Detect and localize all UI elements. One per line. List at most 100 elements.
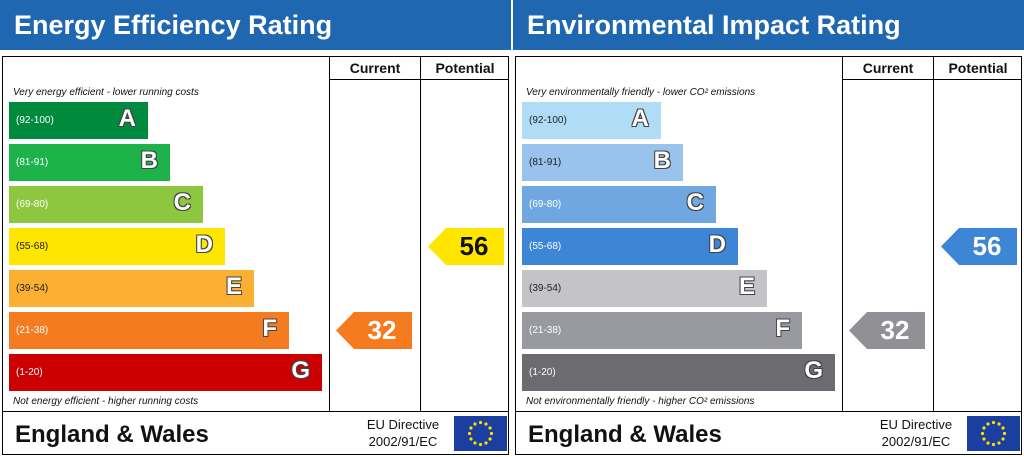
- band-letter-label: F: [262, 315, 277, 342]
- eu-flag-icon: [967, 416, 1020, 451]
- band-range-label: (55-68): [16, 241, 49, 252]
- rating-band-b: (81-91) B: [522, 144, 683, 181]
- arrow-fill: [428, 228, 504, 265]
- rating-band-e: (39-54) E: [9, 270, 254, 307]
- flag-star: [488, 437, 492, 441]
- flag-star: [997, 441, 1001, 445]
- flag-star: [986, 422, 990, 426]
- band-letter-label: E: [738, 273, 755, 300]
- eu-directive: EU Directive 2002/91/EC: [355, 416, 451, 450]
- band-range-label: (92-100): [529, 115, 567, 126]
- top-note: Very environmentally friendly - lower CO…: [526, 87, 756, 98]
- flag-star: [982, 437, 986, 441]
- flag-star: [467, 431, 472, 436]
- rating-band-d: (55-68) D: [9, 228, 225, 265]
- arrow-fill: [849, 312, 925, 349]
- current-rating-arrow: 32: [336, 312, 412, 349]
- footer: England & Wales EU Directive 2002/91/EC: [515, 412, 1022, 455]
- flag-star: [469, 426, 473, 430]
- potential-rating-arrow: 56: [428, 228, 504, 265]
- rating-table: Current Potential Very environmentally f…: [515, 56, 1022, 412]
- eu-directive: EU Directive 2002/91/EC: [868, 416, 964, 450]
- band-letter-label: E: [225, 273, 242, 300]
- current-column-header: Current: [862, 60, 914, 76]
- eu-flag-icon: [454, 416, 507, 451]
- potential-column-header: Potential: [435, 60, 495, 76]
- environmental-impact-panel: Environmental Impact Rating Current Pote…: [513, 0, 1024, 457]
- flag-star: [1001, 437, 1005, 441]
- directive-line-1: EU Directive: [879, 417, 953, 432]
- energy-efficiency-panel: Energy Efficiency Rating Current Potenti…: [0, 0, 511, 457]
- rating-value: 32: [367, 315, 397, 345]
- flag-star: [1001, 426, 1005, 430]
- band-letter-label: D: [708, 231, 726, 258]
- arrow-shape: [941, 228, 1017, 265]
- arrow-shape: [849, 312, 925, 349]
- band-letter-label: C: [173, 189, 191, 216]
- rating-band-e: (39-54) E: [522, 270, 767, 307]
- flag-star: [484, 441, 488, 445]
- flag-star: [489, 431, 494, 436]
- band-range-label: (21-38): [529, 325, 562, 336]
- flag-star: [980, 431, 985, 436]
- potential-rating-arrow: 56: [941, 228, 1017, 265]
- current-rating-arrow: 32: [849, 312, 925, 349]
- panel-title: Environmental Impact Rating: [513, 0, 1024, 50]
- panel-title: Energy Efficiency Rating: [0, 0, 511, 50]
- band-range-label: (81-91): [16, 157, 49, 168]
- flag-star: [469, 437, 473, 441]
- flag-star: [991, 442, 996, 447]
- rating-band-f: (21-38) F: [9, 312, 289, 349]
- band-letter-label: G: [804, 357, 823, 384]
- flag-star: [473, 422, 477, 426]
- arrow-shape: [428, 228, 504, 265]
- arrow-fill: [336, 312, 412, 349]
- footer-region: England & Wales: [528, 421, 722, 448]
- header-divider: [329, 79, 509, 80]
- band-letter-label: A: [631, 105, 649, 132]
- flag-star: [478, 420, 483, 425]
- column-divider: [329, 57, 330, 411]
- flag-star: [488, 426, 492, 430]
- rating-value: 56: [972, 231, 1002, 261]
- potential-column-header: Potential: [948, 60, 1008, 76]
- column-divider: [420, 57, 421, 411]
- flag-star: [986, 441, 990, 445]
- band-letter-label: G: [291, 357, 310, 384]
- band-range-label: (39-54): [529, 283, 562, 294]
- band-letter-label: B: [653, 147, 671, 174]
- bottom-note: Not energy efficient - higher running co…: [13, 396, 199, 407]
- rating-band-f: (21-38) F: [522, 312, 802, 349]
- flag-star: [1002, 431, 1007, 436]
- rating-band-b: (81-91) B: [9, 144, 170, 181]
- top-note: Very energy efficient - lower running co…: [13, 87, 199, 98]
- footer: England & Wales EU Directive 2002/91/EC: [2, 412, 509, 455]
- band-range-label: (55-68): [529, 241, 562, 252]
- flag-star: [982, 426, 986, 430]
- directive-line-2: 2002/91/EC: [881, 434, 951, 449]
- arrow-shape: [336, 312, 412, 349]
- band-letter-label: A: [118, 105, 136, 132]
- band-range-label: (1-20): [16, 367, 43, 378]
- rating-band-c: (69-80) C: [522, 186, 716, 223]
- band-range-label: (69-80): [529, 199, 562, 210]
- band-range-label: (21-38): [16, 325, 49, 336]
- band-letter-label: B: [140, 147, 158, 174]
- rating-band-a: (92-100) A: [522, 102, 661, 139]
- footer-region: England & Wales: [15, 421, 209, 448]
- rating-band-a: (92-100) A: [9, 102, 148, 139]
- rating-value: 32: [880, 315, 910, 345]
- column-divider: [842, 57, 843, 411]
- flag-star: [473, 441, 477, 445]
- band-letter-label: F: [775, 315, 790, 342]
- band-range-label: (92-100): [16, 115, 54, 126]
- arrow-fill: [941, 228, 1017, 265]
- current-column-header: Current: [349, 60, 401, 76]
- band-letter-label: D: [195, 231, 213, 258]
- directive-line-2: 2002/91/EC: [368, 434, 438, 449]
- rating-band-c: (69-80) C: [9, 186, 203, 223]
- band-range-label: (69-80): [16, 199, 49, 210]
- band-range-label: (1-20): [529, 367, 556, 378]
- header-divider: [842, 79, 1022, 80]
- rating-band-g: (1-20) G: [9, 354, 322, 391]
